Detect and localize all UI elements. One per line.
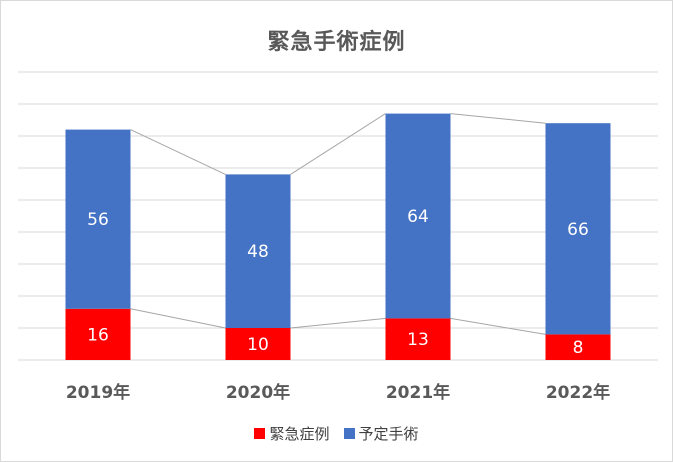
- legend-label-emergency: 緊急症例: [269, 425, 330, 443]
- bar-emergency: [385, 318, 451, 360]
- x-tick-label: 2021年: [386, 382, 450, 403]
- chart-title: 緊急手術症例: [267, 30, 406, 55]
- legend-swatch-scheduled: [343, 428, 355, 439]
- series-line: [130, 308, 226, 329]
- legend-item-emergency: 緊急症例: [254, 423, 330, 444]
- x-tick-label: 2022年: [546, 382, 610, 403]
- data-label: 48: [247, 242, 269, 262]
- data-label: 64: [407, 207, 429, 227]
- bar-emergency: [225, 328, 291, 360]
- series-line: [130, 129, 226, 175]
- bar-scheduled: [65, 129, 131, 309]
- legend-item-scheduled: 予定手術: [343, 423, 419, 444]
- bar-emergency: [65, 308, 131, 360]
- data-label: 8: [573, 338, 584, 358]
- data-label: 10: [247, 335, 269, 355]
- bar-emergency: [545, 334, 611, 360]
- bar-scheduled: [225, 174, 291, 328]
- x-tick-label: 2020年: [226, 382, 290, 403]
- data-label: 13: [407, 330, 429, 350]
- series-line: [290, 317, 386, 329]
- bar-scheduled: [545, 123, 611, 335]
- series-line: [450, 113, 546, 124]
- series-line: [290, 113, 386, 175]
- legend-swatch-emergency: [254, 428, 266, 439]
- data-label: 16: [87, 325, 109, 345]
- data-label: 56: [87, 210, 109, 230]
- legend-label-scheduled: 予定手術: [358, 425, 419, 443]
- data-label: 66: [567, 220, 589, 240]
- series-line: [450, 317, 546, 335]
- x-tick-label: 2019年: [66, 382, 130, 403]
- bar-scheduled: [385, 113, 451, 319]
- legend: 緊急症例 予定手術: [0, 423, 673, 444]
